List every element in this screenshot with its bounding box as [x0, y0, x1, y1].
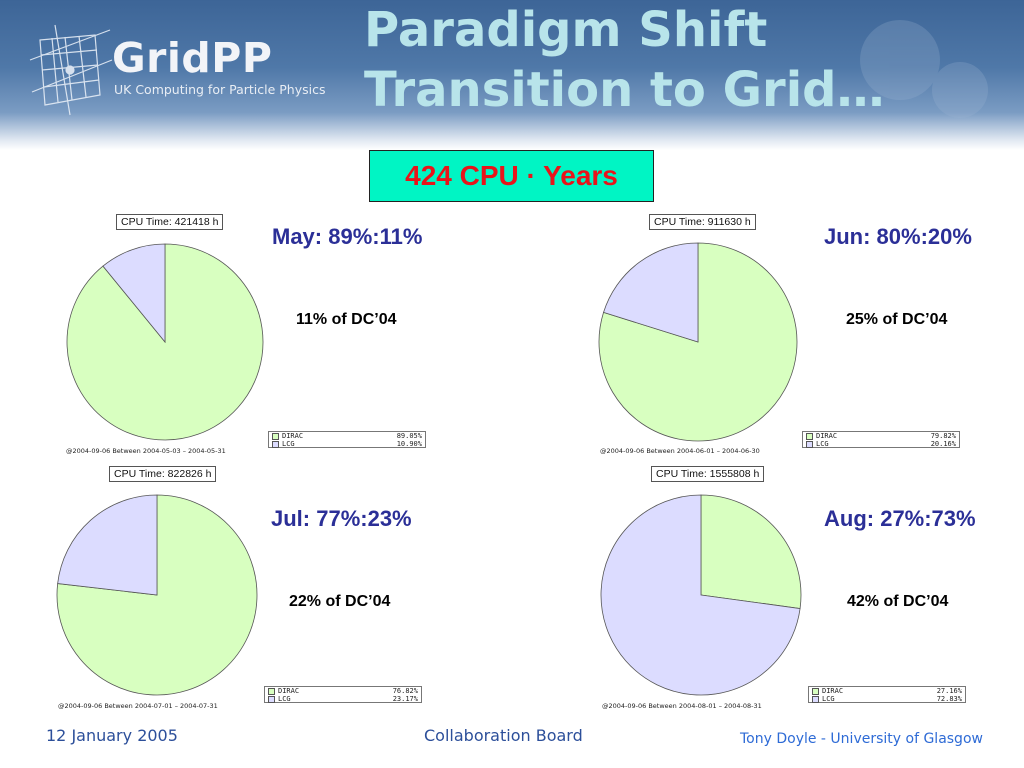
ratio-label-jul: Jul: 77%:23% — [271, 506, 412, 531]
dc-label-jun: 25% of DC’04 — [846, 311, 948, 328]
logo-subtitle: UK Computing for Particle Physics — [114, 82, 326, 97]
title-line-1: Paradigm Shift — [364, 2, 768, 58]
legend-value-lcg: 23.17% — [392, 694, 418, 703]
legend-name-lcg: LCG — [278, 694, 291, 703]
lcg-swatch — [812, 695, 819, 703]
pie-chart-jun — [598, 242, 798, 442]
pie-slice-lcg — [600, 494, 801, 696]
legend-name-dirac: DIRAC — [282, 432, 304, 440]
grid-globe-icon — [29, 24, 113, 116]
legend-value-dirac: 27.16% — [936, 687, 962, 695]
lcg-swatch — [272, 440, 279, 448]
pie-slice-dirac — [700, 494, 802, 609]
dirac-swatch — [806, 433, 813, 441]
dc-label-may: 11% of DC’04 — [296, 311, 397, 328]
legend-name-lcg: LCG — [816, 439, 829, 448]
cpu-time-label-may: CPU Time: 421418 h — [116, 214, 224, 230]
legend-value-dirac: 76.82% — [392, 687, 418, 695]
title-line-2: Transition to Grid… — [364, 62, 885, 118]
pie-slice-lcg — [603, 242, 699, 343]
ratio-label-may: May: 89%:11% — [272, 224, 423, 249]
footer-center: Collaboration Board — [424, 726, 583, 745]
legend-may: DIRAC 89.05% LCG 10.90% — [268, 431, 426, 448]
legend-value-lcg: 10.90% — [396, 439, 422, 448]
footnote-jun: @2004-09-06 Between 2004-06-01 – 2004-06… — [600, 447, 760, 455]
cpu-time-label-jun: CPU Time: 911630 h — [649, 214, 756, 230]
legend-value-dirac: 89.05% — [396, 432, 422, 440]
footer-author: Tony Doyle - University of Glasgow — [740, 731, 983, 747]
dirac-swatch — [268, 688, 275, 696]
footnote-aug: @2004-09-06 Between 2004-08-01 – 2004-08… — [602, 702, 762, 710]
pie-slice-lcg — [102, 243, 166, 344]
dirac-swatch — [272, 433, 279, 441]
cpu-time-label-aug: CPU Time: 1555808 h — [651, 466, 765, 482]
pie-chart-aug — [600, 494, 802, 696]
header-decoration — [29, 20, 988, 118]
footnote-jul: @2004-09-06 Between 2004-07-01 – 2004-07… — [58, 702, 218, 710]
legend-name-lcg: LCG — [282, 439, 295, 448]
ratio-label-jun: Jun: 80%:20% — [824, 224, 972, 249]
gridpp-logo-text: GridPP — [112, 34, 273, 82]
legend-aug: DIRAC 27.16% LCG 72.83% — [808, 686, 966, 703]
pie-chart-may — [66, 243, 264, 441]
total-cpu-years-box: 424 CPU · Years — [369, 150, 654, 202]
lcg-swatch — [268, 695, 275, 703]
pie-slice-lcg — [57, 494, 158, 596]
legend-value-lcg: 72.83% — [936, 694, 962, 703]
cpu-time-label-jul: CPU Time: 822826 h — [109, 466, 217, 482]
dirac-swatch — [812, 688, 819, 696]
lcg-swatch — [806, 440, 813, 448]
legend-jul: DIRAC 76.82% LCG 23.17% — [264, 686, 422, 703]
header-banner: GridPP UK Computing for Particle Physics… — [0, 0, 1024, 150]
legend-name-dirac: DIRAC — [822, 687, 844, 695]
footer-date: 12 January 2005 — [46, 726, 178, 745]
legend-name-dirac: DIRAC — [278, 687, 300, 695]
pie-chart-jul — [56, 494, 258, 696]
legend-value-dirac: 79.82% — [930, 432, 956, 440]
ratio-label-aug: Aug: 27%:73% — [824, 506, 976, 531]
legend-value-lcg: 20.16% — [930, 439, 956, 448]
dc-label-jul: 22% of DC’04 — [289, 593, 391, 610]
legend-jun: DIRAC 79.82% LCG 20.16% — [802, 431, 960, 448]
footnote-may: @2004-09-06 Between 2004-05-03 – 2004-05… — [66, 447, 226, 455]
legend-name-dirac: DIRAC — [816, 432, 838, 440]
legend-name-lcg: LCG — [822, 694, 835, 703]
slide-title: Paradigm Shift Transition to Grid… — [364, 0, 885, 120]
dc-label-aug: 42% of DC’04 — [847, 593, 949, 610]
